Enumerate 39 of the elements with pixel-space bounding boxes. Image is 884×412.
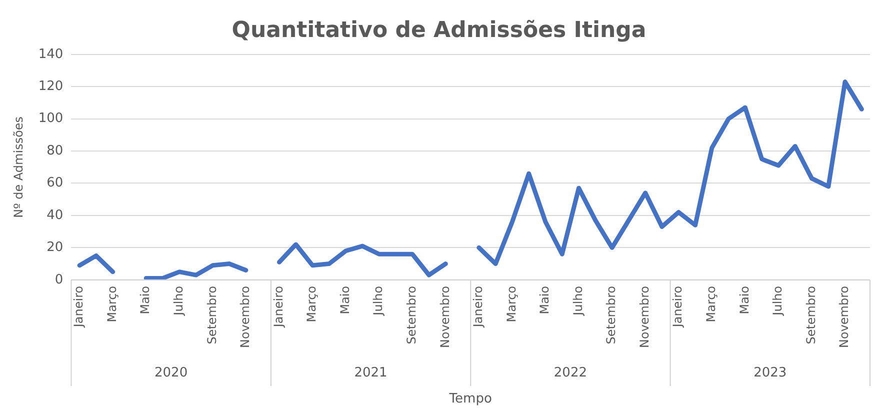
x-tick-label: Março (304, 286, 319, 322)
x-tick-label: Novembro (438, 286, 452, 348)
x-tick-label: Maio (737, 286, 752, 314)
x-tick-label: Novembro (238, 286, 252, 348)
x-tick-label: Setembro (604, 286, 618, 344)
y-tick-label: 100 (38, 111, 64, 126)
x-tick-label: Março (704, 286, 718, 322)
x-tick-label: Julho (172, 286, 186, 316)
text: 2022 (554, 365, 587, 380)
y-tick-label: 120 (38, 78, 64, 94)
y-tick-label: 20 (46, 240, 64, 256)
x-axis-title: Tempo (448, 391, 492, 406)
x-tick-label: Julho (570, 286, 585, 316)
x-tick-label: Maio (138, 286, 152, 314)
x-tick-label: Janeiro (271, 286, 286, 328)
y-tick-label: 40 (46, 208, 64, 223)
y-tick-label: 0 (54, 272, 64, 288)
x-tick-label: Novembro (637, 286, 652, 348)
x-tick-label: Novembro (837, 286, 852, 348)
y-tick-label: 80 (46, 143, 64, 158)
text: 2023 (754, 365, 787, 380)
text: 2020 (154, 365, 188, 380)
text: 2021 (354, 365, 388, 380)
x-tick-label: Maio (338, 286, 352, 314)
x-tick-label: Setembro (204, 286, 219, 344)
x-tick-label: Janeiro (72, 286, 86, 328)
x-tick-label: Maio (538, 286, 552, 314)
y-tick-label: 60 (46, 176, 64, 191)
y-axis-title: Nº de Admissões (11, 116, 26, 218)
x-tick-label: Janeiro (471, 286, 486, 328)
chart-title: Quantitativo de Admissões Itinga (232, 18, 646, 43)
x-tick-label: Setembro (804, 286, 818, 344)
y-tick-label: 140 (38, 46, 64, 62)
x-tick-label: Julho (371, 286, 386, 316)
x-tick-label: Março (104, 286, 119, 322)
x-tick-label: Março (504, 286, 518, 322)
x-tick-label: Janeiro (670, 286, 685, 328)
x-tick-label: Julho (770, 286, 785, 316)
x-tick-label: Setembro (404, 286, 418, 344)
